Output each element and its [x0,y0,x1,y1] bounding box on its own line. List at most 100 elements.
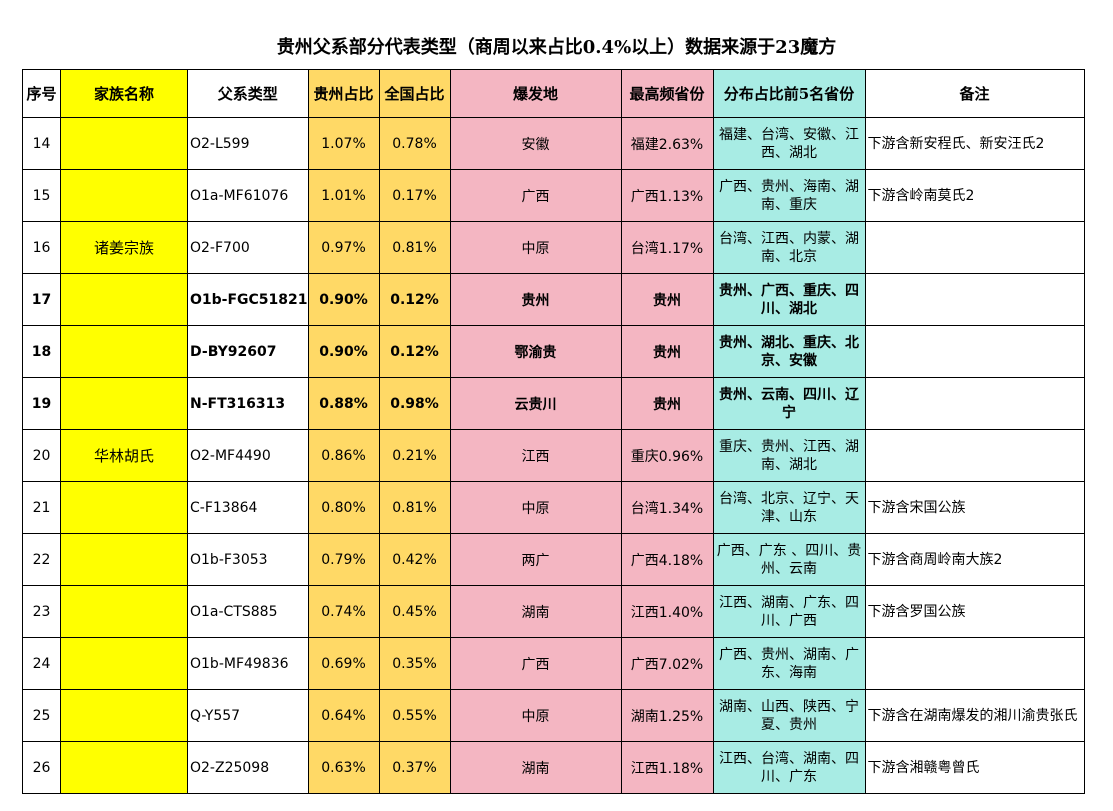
table-row: 17 O1b-FGC51821 0.90% 0.12% 贵州 贵州 贵州、广西、重庆、四川、… [22,273,1085,326]
cell-top-province: 广西7.02% [620,637,714,690]
cell-idx: 16 [22,221,61,274]
cell-gz-ratio: 0.79% [307,533,380,586]
cell-idx: 15 [22,169,61,222]
cell-family [60,637,188,690]
cell-note [864,273,1085,326]
cell-national-ratio: 0.98% [378,377,451,430]
cell-distribution: 湖南、山西、陕西、宁夏、贵州 [712,689,866,742]
table-row: 26 O2-Z25098 0.63% 0.37% 湖南 江西1.18% 江西、台湾、湖南、四… [22,741,1085,794]
cell-origin: 贵州 [449,273,622,326]
cell-distribution: 福建、台湾、安徽、江西、湖北 [712,117,866,170]
cell-top-province: 广西4.18% [620,533,714,586]
cell-national-ratio: 0.37% [378,741,451,794]
cell-gz-ratio: 0.90% [307,273,380,326]
cell-top-province: 湖南1.25% [620,689,714,742]
cell-note: 下游含新安程氏、新安汪氏2 [864,117,1085,170]
cell-gz-ratio: 0.88% [307,377,380,430]
cell-family [60,481,188,534]
cell-family [60,273,188,326]
cell-top-province: 重庆0.96% [620,429,714,482]
cell-gz-ratio: 0.97% [307,221,380,274]
table-row: 24 O1b-MF49836 0.69% 0.35% 广西 广西7.02% 广西、贵州、湖南… [22,637,1085,690]
cell-top-province: 广西1.13% [620,169,714,222]
cell-gz-ratio: 0.64% [307,689,380,742]
cell-idx: 23 [22,585,61,638]
cell-note [864,429,1085,482]
cell-distribution: 贵州、云南、四川、辽宁 [712,377,866,430]
cell-family [60,741,188,794]
cell-distribution: 江西、台湾、湖南、四川、广东 [712,741,866,794]
cell-note [864,637,1085,690]
cell-type: O1b-FGC51821 [187,273,309,326]
page-title: 贵州父系部分代表类型（商周以来占比0.4%以上）数据来源于23魔方 [276,37,837,58]
cell-idx: 14 [22,117,61,170]
cell-type: O2-L599 [187,117,309,170]
cell-origin: 中原 [449,481,622,534]
cell-type: D-BY92607 [187,325,309,378]
header-nat: 全国占比 [378,69,451,118]
table-row: 23 O1a-CTS885 0.74% 0.45% 湖南 江西1.40% 江西、湖南、广东、… [22,585,1085,638]
cell-idx: 17 [22,273,61,326]
cell-family: 华林胡氏 [60,429,188,482]
header-row: 序号 家族名称 父系类型 贵州占比 全国占比 爆发地 最高频省份 分布占比前5名… [22,69,1085,118]
cell-national-ratio: 0.42% [378,533,451,586]
cell-type: O1b-MF49836 [187,637,309,690]
cell-family [60,117,188,170]
cell-distribution: 重庆、贵州、江西、湖南、湖北 [712,429,866,482]
cell-top-province: 台湾1.34% [620,481,714,534]
cell-top-province: 贵州 [620,273,714,326]
cell-note: 下游含岭南莫氏2 [864,169,1085,222]
cell-origin: 湖南 [449,585,622,638]
cell-family [60,325,188,378]
cell-gz-ratio: 0.86% [307,429,380,482]
header-family: 家族名称 [60,69,188,118]
cell-type: O1a-CTS885 [187,585,309,638]
cell-note [864,221,1085,274]
data-table: 序号 家族名称 父系类型 贵州占比 全国占比 爆发地 最高频省份 分布占比前5名… [22,69,1085,794]
cell-note [864,377,1085,430]
table-row: 21 C-F13864 0.80% 0.81% 中原 台湾1.34% 台湾、北京、辽宁、天津… [22,481,1085,534]
header-gz: 贵州占比 [307,69,380,118]
cell-top-province: 江西1.40% [620,585,714,638]
cell-note [864,325,1085,378]
table-row: 15 O1a-MF61076 1.01% 0.17% 广西 广西1.13% 广西、贵州、海南… [22,169,1085,222]
cell-note: 下游含宋国公族 [864,481,1085,534]
cell-idx: 22 [22,533,61,586]
cell-gz-ratio: 0.80% [307,481,380,534]
cell-national-ratio: 0.81% [378,481,451,534]
cell-origin: 两广 [449,533,622,586]
header-origin: 爆发地 [449,69,622,118]
cell-type: N-FT316313 [187,377,309,430]
table-row: 22 O1b-F3053 0.79% 0.42% 两广 广西4.18% 广西、广东 、四川、… [22,533,1085,586]
cell-top-province: 贵州 [620,377,714,430]
cell-distribution: 江西、湖南、广东、四川、广西 [712,585,866,638]
table-row: 16 诸姜宗族 O2-F700 0.97% 0.81% 中原 台湾1.17% 台湾、江西、内蒙… [22,221,1085,274]
cell-family [60,533,188,586]
cell-gz-ratio: 0.90% [307,325,380,378]
cell-family [60,377,188,430]
header-top: 最高频省份 [620,69,714,118]
cell-type: O1a-MF61076 [187,169,309,222]
cell-idx: 19 [22,377,61,430]
cell-distribution: 台湾、北京、辽宁、天津、山东 [712,481,866,534]
cell-idx: 21 [22,481,61,534]
cell-national-ratio: 0.12% [378,325,451,378]
cell-idx: 26 [22,741,61,794]
cell-family [60,689,188,742]
cell-type: O2-MF4490 [187,429,309,482]
cell-idx: 25 [22,689,61,742]
cell-origin: 中原 [449,221,622,274]
cell-national-ratio: 0.81% [378,221,451,274]
table-row: 19 N-FT316313 0.88% 0.98% 云贵川 贵州 贵州、云南、四川、辽宁 [22,377,1085,430]
table-row: 25 Q-Y557 0.64% 0.55% 中原 湖南1.25% 湖南、山西、陕西、宁夏、贵… [22,689,1085,742]
cell-top-province: 台湾1.17% [620,221,714,274]
header-dist: 分布占比前5名省份 [712,69,866,118]
cell-note: 下游含湘赣粤曾氏 [864,741,1085,794]
cell-top-province: 福建2.63% [620,117,714,170]
cell-type: Q-Y557 [187,689,309,742]
cell-type: O2-F700 [187,221,309,274]
cell-type: C-F13864 [187,481,309,534]
cell-national-ratio: 0.55% [378,689,451,742]
cell-idx: 18 [22,325,61,378]
cell-origin: 中原 [449,689,622,742]
